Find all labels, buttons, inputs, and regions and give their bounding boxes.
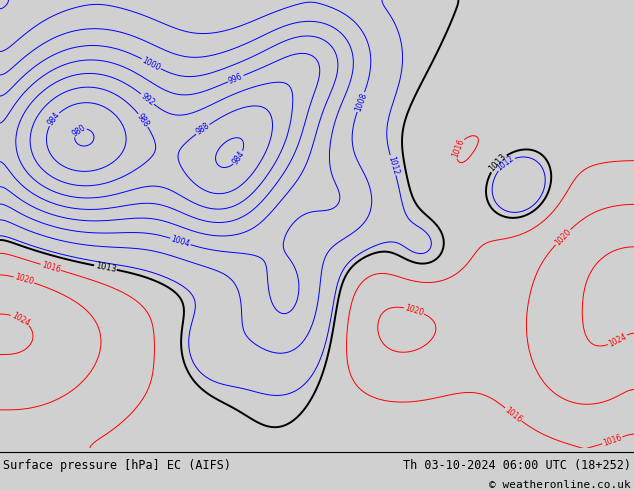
Text: 1024: 1024 bbox=[607, 332, 628, 348]
Text: 1016: 1016 bbox=[602, 433, 623, 448]
Text: 1020: 1020 bbox=[553, 227, 573, 247]
Text: 988: 988 bbox=[135, 112, 151, 129]
Text: 996: 996 bbox=[228, 72, 244, 86]
Text: 1020: 1020 bbox=[404, 303, 425, 318]
Text: 1013: 1013 bbox=[488, 152, 508, 174]
Text: Th 03-10-2024 06:00 UTC (18+252): Th 03-10-2024 06:00 UTC (18+252) bbox=[403, 459, 631, 471]
Text: 984: 984 bbox=[231, 149, 247, 167]
Text: 984: 984 bbox=[46, 111, 61, 127]
Text: 1008: 1008 bbox=[353, 91, 368, 113]
Text: 1000: 1000 bbox=[141, 55, 162, 72]
Text: Surface pressure [hPa] EC (AIFS): Surface pressure [hPa] EC (AIFS) bbox=[3, 459, 231, 471]
Text: 1012: 1012 bbox=[495, 154, 516, 173]
Text: 1020: 1020 bbox=[13, 273, 34, 287]
Text: 992: 992 bbox=[139, 91, 156, 107]
Text: 1016: 1016 bbox=[451, 138, 466, 159]
Text: 1016: 1016 bbox=[41, 260, 61, 274]
Text: 1004: 1004 bbox=[170, 234, 191, 249]
Text: 1012: 1012 bbox=[386, 155, 400, 175]
Text: 1024: 1024 bbox=[10, 311, 31, 328]
Text: 1013: 1013 bbox=[94, 261, 117, 274]
Text: © weatheronline.co.uk: © weatheronline.co.uk bbox=[489, 480, 631, 490]
Text: 980: 980 bbox=[70, 123, 87, 139]
Text: 1016: 1016 bbox=[503, 405, 524, 424]
Text: 988: 988 bbox=[194, 122, 211, 137]
